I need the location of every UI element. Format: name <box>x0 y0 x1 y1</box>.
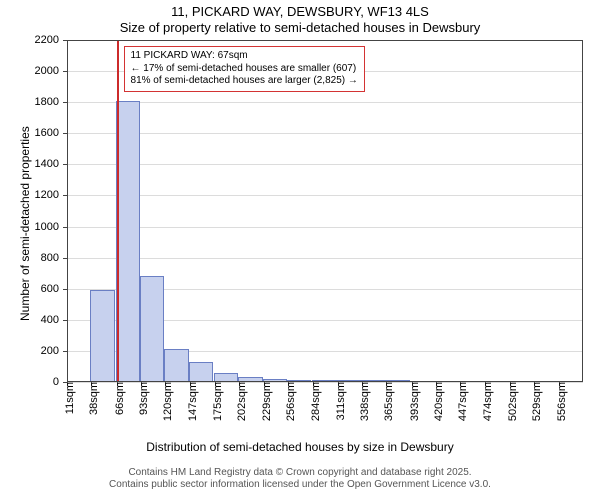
x-tick-label: 229sqm <box>255 382 273 421</box>
footer: Contains HM Land Registry data © Crown c… <box>0 467 600 491</box>
x-tick-label: 147sqm <box>181 382 199 421</box>
x-tick-label: 338sqm <box>353 382 371 421</box>
x-tick-label: 284sqm <box>304 382 322 421</box>
x-tick-label: 365sqm <box>377 382 395 421</box>
chart-subtitle: Size of property relative to semi-detach… <box>0 20 600 35</box>
y-tick-mark <box>63 40 67 41</box>
histogram-bar <box>337 380 361 382</box>
x-tick-label: 311sqm <box>329 382 347 420</box>
plot-area: 11 PICKARD WAY: 67sqm ← 17% of semi-deta… <box>67 40 583 382</box>
chart-container: 11, PICKARD WAY, DEWSBURY, WF13 4LS Size… <box>0 0 600 500</box>
x-tick-label: 502sqm <box>501 382 519 421</box>
x-tick-label: 93sqm <box>132 382 150 415</box>
y-tick-mark <box>63 289 67 290</box>
chart-title: 11, PICKARD WAY, DEWSBURY, WF13 4LS <box>0 4 600 19</box>
footer-line-2: Contains public sector information licen… <box>0 479 600 491</box>
grid-line <box>67 102 583 103</box>
x-tick-label: 393sqm <box>403 382 421 421</box>
x-tick-label: 447sqm <box>451 382 469 421</box>
histogram-bar <box>238 377 262 382</box>
x-tick-label: 11sqm <box>58 382 76 414</box>
x-tick-label: 66sqm <box>108 382 126 415</box>
grid-line <box>67 195 583 196</box>
x-tick-label: 556sqm <box>550 382 568 421</box>
x-axis-label: Distribution of semi-detached houses by … <box>0 440 600 454</box>
histogram-bar <box>287 380 311 382</box>
x-tick-label: 38sqm <box>82 382 100 415</box>
y-tick-mark <box>63 258 67 259</box>
grid-line <box>67 133 583 134</box>
histogram-bar <box>312 380 336 382</box>
x-tick-label: 175sqm <box>206 382 224 421</box>
marker-line <box>117 40 119 382</box>
grid-line <box>67 258 583 259</box>
x-tick-label: 529sqm <box>525 382 543 421</box>
x-tick-label: 202sqm <box>230 382 248 421</box>
histogram-bar <box>90 290 114 382</box>
grid-line <box>67 40 583 41</box>
grid-line <box>67 227 583 228</box>
y-tick-mark <box>63 195 67 196</box>
y-tick-mark <box>63 227 67 228</box>
y-axis-label: Number of semi-detached properties <box>18 126 32 321</box>
x-tick-label: 256sqm <box>279 382 297 421</box>
y-tick-mark <box>63 164 67 165</box>
y-tick-mark <box>63 320 67 321</box>
annotation-line-3: 81% of semi-detached houses are larger (… <box>131 75 358 88</box>
annotation-box: 11 PICKARD WAY: 67sqm ← 17% of semi-deta… <box>124 46 365 92</box>
x-tick-label: 474sqm <box>476 382 494 421</box>
histogram-bar <box>214 373 238 382</box>
histogram-bar <box>263 379 287 382</box>
histogram-bar <box>164 349 188 382</box>
annotation-line-2: ← 17% of semi-detached houses are smalle… <box>131 63 358 76</box>
footer-line-1: Contains HM Land Registry data © Crown c… <box>0 467 600 479</box>
histogram-bar <box>385 380 409 382</box>
x-tick-label: 120sqm <box>156 382 174 421</box>
y-tick-mark <box>63 71 67 72</box>
grid-line <box>67 164 583 165</box>
histogram-bar <box>189 362 213 382</box>
annotation-line-1: 11 PICKARD WAY: 67sqm <box>131 50 358 63</box>
histogram-bar <box>361 380 385 382</box>
histogram-bar <box>116 101 140 382</box>
y-tick-mark <box>63 102 67 103</box>
y-tick-mark <box>63 351 67 352</box>
y-tick-mark <box>63 133 67 134</box>
histogram-bar <box>140 276 164 382</box>
x-tick-label: 420sqm <box>427 382 445 421</box>
